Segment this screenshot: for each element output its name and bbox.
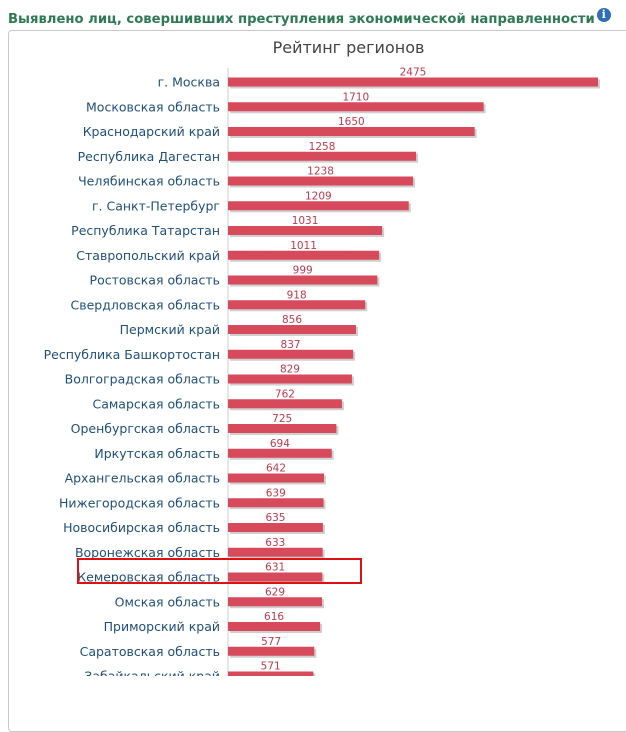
bar[interactable]	[228, 226, 383, 235]
bar[interactable]	[228, 572, 323, 582]
category-label: г. Санкт-Петербург	[92, 198, 220, 213]
value-label: 639	[266, 487, 286, 499]
category-label: Пермский край	[120, 322, 220, 337]
bar[interactable]	[228, 349, 354, 359]
bar[interactable]	[228, 424, 337, 433]
category-label: Нижегородская область	[59, 495, 220, 510]
category-label: Новосибирская область	[63, 520, 220, 535]
value-label: 1258	[309, 141, 336, 153]
value-label: 629	[265, 586, 285, 598]
value-label: 1209	[305, 190, 332, 202]
bar[interactable]	[228, 300, 366, 310]
category-label: Волгоградская область	[65, 372, 220, 387]
value-label: 616	[264, 611, 284, 623]
bar[interactable]	[228, 325, 356, 334]
bar-chart: г. Москва 2475 Московская область 1710 Красн…	[44, 67, 600, 677]
bar[interactable]	[228, 399, 342, 409]
value-label: 856	[282, 314, 302, 326]
category-label: Московская область	[86, 99, 220, 114]
bar[interactable]	[228, 622, 321, 631]
category-label: Республика Дагестан	[78, 149, 220, 164]
value-label: 837	[281, 339, 301, 351]
category-label: Приморский край	[104, 619, 220, 634]
value-label: 631	[265, 562, 285, 574]
value-label: 642	[266, 463, 286, 475]
value-label: 633	[265, 537, 285, 549]
value-label: 1650	[338, 116, 365, 128]
bar[interactable]	[228, 374, 352, 384]
bar[interactable]	[228, 473, 324, 483]
bar[interactable]	[228, 151, 417, 161]
category-label: Оренбургская область	[71, 421, 220, 436]
page-header: Выявлено лиц, совершивших преступления э…	[8, 6, 611, 32]
bar[interactable]	[228, 646, 315, 656]
value-label: 762	[275, 388, 295, 400]
bar[interactable]	[228, 498, 324, 508]
bar[interactable]	[228, 671, 314, 677]
category-label: Воронежская область	[75, 545, 220, 560]
bar[interactable]	[228, 77, 598, 87]
value-label: 1031	[292, 215, 319, 227]
category-label: Самарская область	[92, 396, 220, 411]
category-label: Республика Татарстан	[71, 223, 220, 238]
value-label: 577	[261, 636, 281, 648]
value-label: 2475	[400, 67, 427, 79]
category-label: Ростовская область	[90, 273, 220, 288]
value-label: 829	[280, 364, 300, 376]
bar[interactable]	[228, 250, 380, 260]
bar[interactable]	[228, 597, 323, 607]
value-label: 918	[287, 289, 307, 301]
category-label: г. Москва	[158, 75, 220, 90]
category-label: Челябинская область	[78, 174, 220, 189]
category-label: Архангельская область	[65, 471, 220, 486]
category-label: Иркутская область	[94, 446, 220, 461]
category-label: Краснодарский край	[83, 124, 220, 139]
bar[interactable]	[228, 547, 323, 557]
bar[interactable]	[228, 201, 409, 211]
chart-title: Рейтинг регионов	[272, 38, 425, 57]
category-label: Ставропольский край	[76, 248, 220, 263]
category-label: Саратовская область	[80, 644, 220, 659]
value-label: 1238	[307, 166, 334, 178]
category-label: Забайкальский край	[84, 669, 220, 677]
category-label: Свердловская область	[71, 297, 220, 312]
bar[interactable]	[228, 523, 323, 532]
bar[interactable]	[228, 127, 475, 136]
value-label: 1710	[342, 91, 369, 103]
value-label: 1011	[290, 240, 317, 252]
category-label: Омская область	[115, 594, 220, 609]
category-label: Кемеровская область	[77, 570, 220, 585]
page-title: Выявлено лиц, совершивших преступления э…	[8, 11, 595, 27]
value-label: 571	[261, 661, 281, 673]
value-label: 725	[272, 413, 292, 425]
bar[interactable]	[228, 102, 484, 112]
bar[interactable]	[228, 176, 414, 186]
value-label: 635	[265, 512, 285, 524]
value-label: 999	[293, 265, 313, 277]
info-icon[interactable]: i	[596, 8, 611, 22]
bar[interactable]	[228, 448, 332, 458]
value-label: 694	[270, 438, 290, 450]
bar[interactable]	[228, 275, 378, 285]
category-label: Республика Башкортостан	[44, 347, 220, 362]
